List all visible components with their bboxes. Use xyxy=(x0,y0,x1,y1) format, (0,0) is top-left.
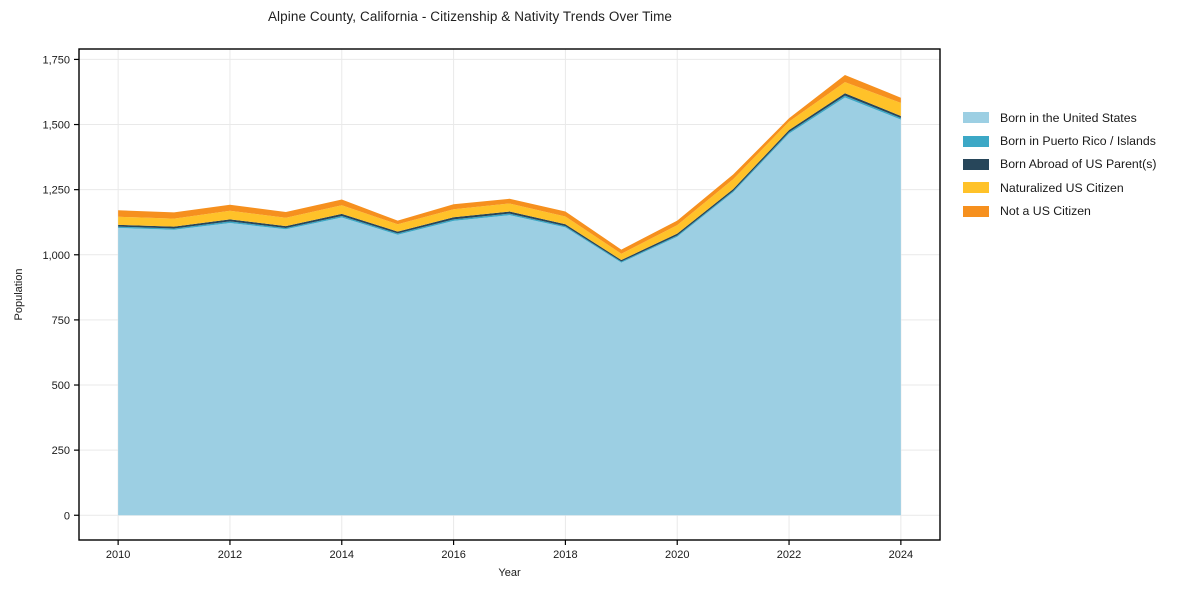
axis-frame xyxy=(78,48,941,541)
legend-item-label: Born Abroad of US Parent(s) xyxy=(1000,157,1157,172)
y-tick-label: 500 xyxy=(52,380,70,392)
area-series xyxy=(118,97,901,516)
y-tick-label: 1,500 xyxy=(42,120,70,132)
chart-title: Alpine County, California - Citizenship … xyxy=(267,9,673,24)
legend-item[interactable]: Born Abroad of US Parent(s) xyxy=(963,153,1185,176)
area-series xyxy=(118,82,901,260)
legend-swatch xyxy=(963,135,989,147)
x-tick-label: 2018 xyxy=(553,549,577,561)
legend-item-label: Born in Puerto Rico / Islands xyxy=(1000,134,1156,149)
y-tick-label: 1,750 xyxy=(42,54,70,66)
legend-item-label: Born in the United States xyxy=(1000,110,1137,125)
x-tick-label: 2020 xyxy=(665,549,689,561)
y-tick-label: 250 xyxy=(52,445,70,457)
area-series xyxy=(118,75,901,254)
x-axis-title: Year xyxy=(498,567,521,579)
legend-item[interactable]: Naturalized US Citizen xyxy=(963,176,1185,199)
axis-ticks: 0 250 500 750 1,000 1,250 1,500 1,750 2010 2012 20… xyxy=(42,54,913,561)
y-axis-title: Population xyxy=(13,269,25,321)
plot-border xyxy=(78,48,941,541)
y-tick-label: 0 xyxy=(64,510,70,522)
x-tick-label: 2014 xyxy=(330,549,354,561)
legend-item-label: Not a US Citizen xyxy=(1000,204,1091,219)
y-tick-label: 1,000 xyxy=(42,250,70,262)
legend-item-label: Naturalized US Citizen xyxy=(1000,180,1124,195)
legend-swatch xyxy=(963,182,989,194)
y-tick-label: 1,250 xyxy=(42,185,70,197)
x-tick-label: 2012 xyxy=(218,549,242,561)
legend-swatch xyxy=(963,158,989,170)
area-series xyxy=(118,93,901,262)
legend-item[interactable]: Not a US Citizen xyxy=(963,200,1185,223)
chart-legend: Born in the United States Born in Puerto … xyxy=(963,106,1185,223)
y-tick-label: 750 xyxy=(52,315,70,327)
x-tick-label: 2010 xyxy=(106,549,130,561)
x-tick-label: 2022 xyxy=(777,549,801,561)
legend-swatch xyxy=(963,112,989,124)
x-tick-label: 2024 xyxy=(889,549,913,561)
legend-item[interactable]: Born in the United States xyxy=(963,106,1185,129)
x-tick-label: 2016 xyxy=(441,549,465,561)
legend-item[interactable]: Born in Puerto Rico / Islands xyxy=(963,129,1185,152)
legend-swatch xyxy=(963,205,989,217)
area-series-group xyxy=(118,75,901,516)
